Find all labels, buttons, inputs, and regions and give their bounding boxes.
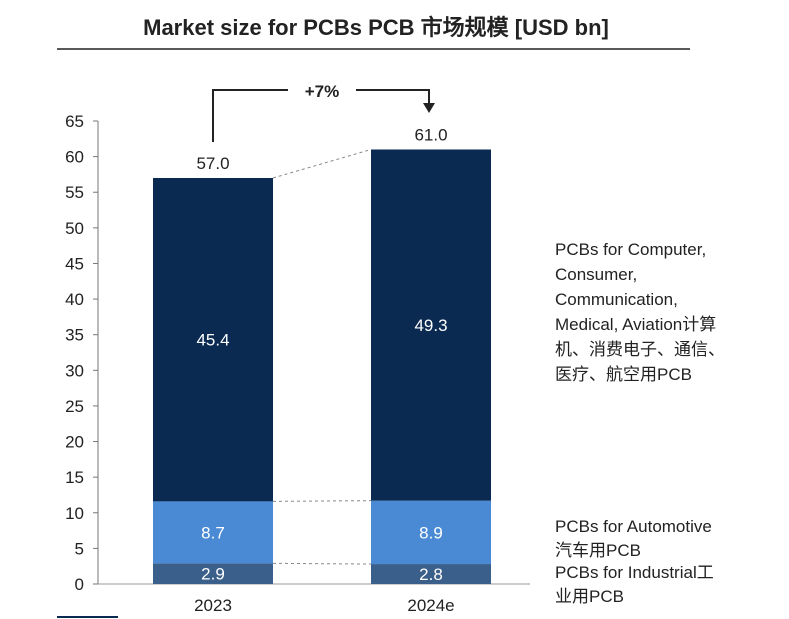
growth-label: +7% — [305, 82, 340, 101]
y-tick-label: 35 — [65, 326, 84, 345]
legend: PCBs for Computer, Consumer, Communication… — [555, 240, 725, 606]
bar-segment-label: 2.9 — [201, 565, 225, 584]
connector-line — [272, 500, 372, 502]
bar-total-label: 61.0 — [414, 125, 447, 144]
y-tick-label: 45 — [65, 254, 84, 273]
bar-segment-label: 45.4 — [196, 331, 229, 350]
legend-label-top: 医疗、航空用PCB — [555, 365, 692, 384]
y-tick-label: 20 — [65, 433, 84, 452]
bar-segment — [153, 177, 273, 502]
legend-label-bottom: 业用PCB — [555, 587, 624, 606]
y-tick-label: 40 — [65, 290, 84, 309]
legend-label-top: Medical, Aviation计算 — [555, 315, 716, 334]
bar-segment — [371, 500, 491, 565]
bar-segment-label: 8.7 — [201, 523, 225, 542]
growth-arrow-right — [356, 89, 430, 104]
legend-label-middle: 汽车用PCB — [555, 541, 641, 560]
connector-lines — [272, 149, 372, 565]
legend-label-middle: PCBs for Automotive — [555, 517, 712, 536]
bar-segment-label: 8.9 — [419, 523, 443, 542]
y-tick-label: 65 — [65, 112, 84, 131]
y-tick-label: 10 — [65, 504, 84, 523]
bar-total-label: 57.0 — [196, 154, 229, 173]
y-tick-label: 55 — [65, 183, 84, 202]
growth-annotation: +7% — [212, 82, 435, 142]
bars — [153, 149, 491, 584]
connector-line — [272, 562, 372, 565]
y-tick-label: 50 — [65, 219, 84, 238]
legend-label-top: 机、消费电子、通信、 — [555, 340, 725, 359]
bar-segment — [153, 501, 273, 564]
legend-label-top: Communication, — [555, 290, 678, 309]
connector-line — [272, 149, 372, 179]
y-tick-label: 5 — [75, 539, 84, 558]
y-axis: 0 5 10 15 20 25 30 35 40 45 50 55 60 65 — [65, 112, 530, 594]
bar-segment — [371, 564, 491, 584]
y-tick-label: 25 — [65, 397, 84, 416]
legend-label-bottom: PCBs for Industrial工 — [555, 563, 714, 582]
y-tick-label: 30 — [65, 361, 84, 380]
chart-title: Market size for PCBs PCB 市场规模 [USD bn] — [143, 15, 609, 40]
y-tick-label: 15 — [65, 468, 84, 487]
bar-segment-label: 2.8 — [419, 565, 443, 584]
bar-segment-label: 49.3 — [414, 316, 447, 335]
x-category-label: 2024e — [407, 596, 454, 615]
bar-segment — [371, 149, 491, 501]
y-tick-label: 60 — [65, 148, 84, 167]
x-category-label: 2023 — [194, 596, 232, 615]
growth-arrow-head — [423, 103, 435, 113]
legend-label-top: PCBs for Computer, — [555, 240, 706, 259]
legend-label-top: Consumer, — [555, 265, 637, 284]
data-labels: 2.9 2.8 8.7 8.9 45.4 49.3 57.0 61.0 2023 2024e — [194, 125, 455, 615]
y-tick-label: 0 — [75, 575, 84, 594]
growth-arrow-left — [212, 89, 288, 142]
bar-segment — [153, 563, 273, 584]
